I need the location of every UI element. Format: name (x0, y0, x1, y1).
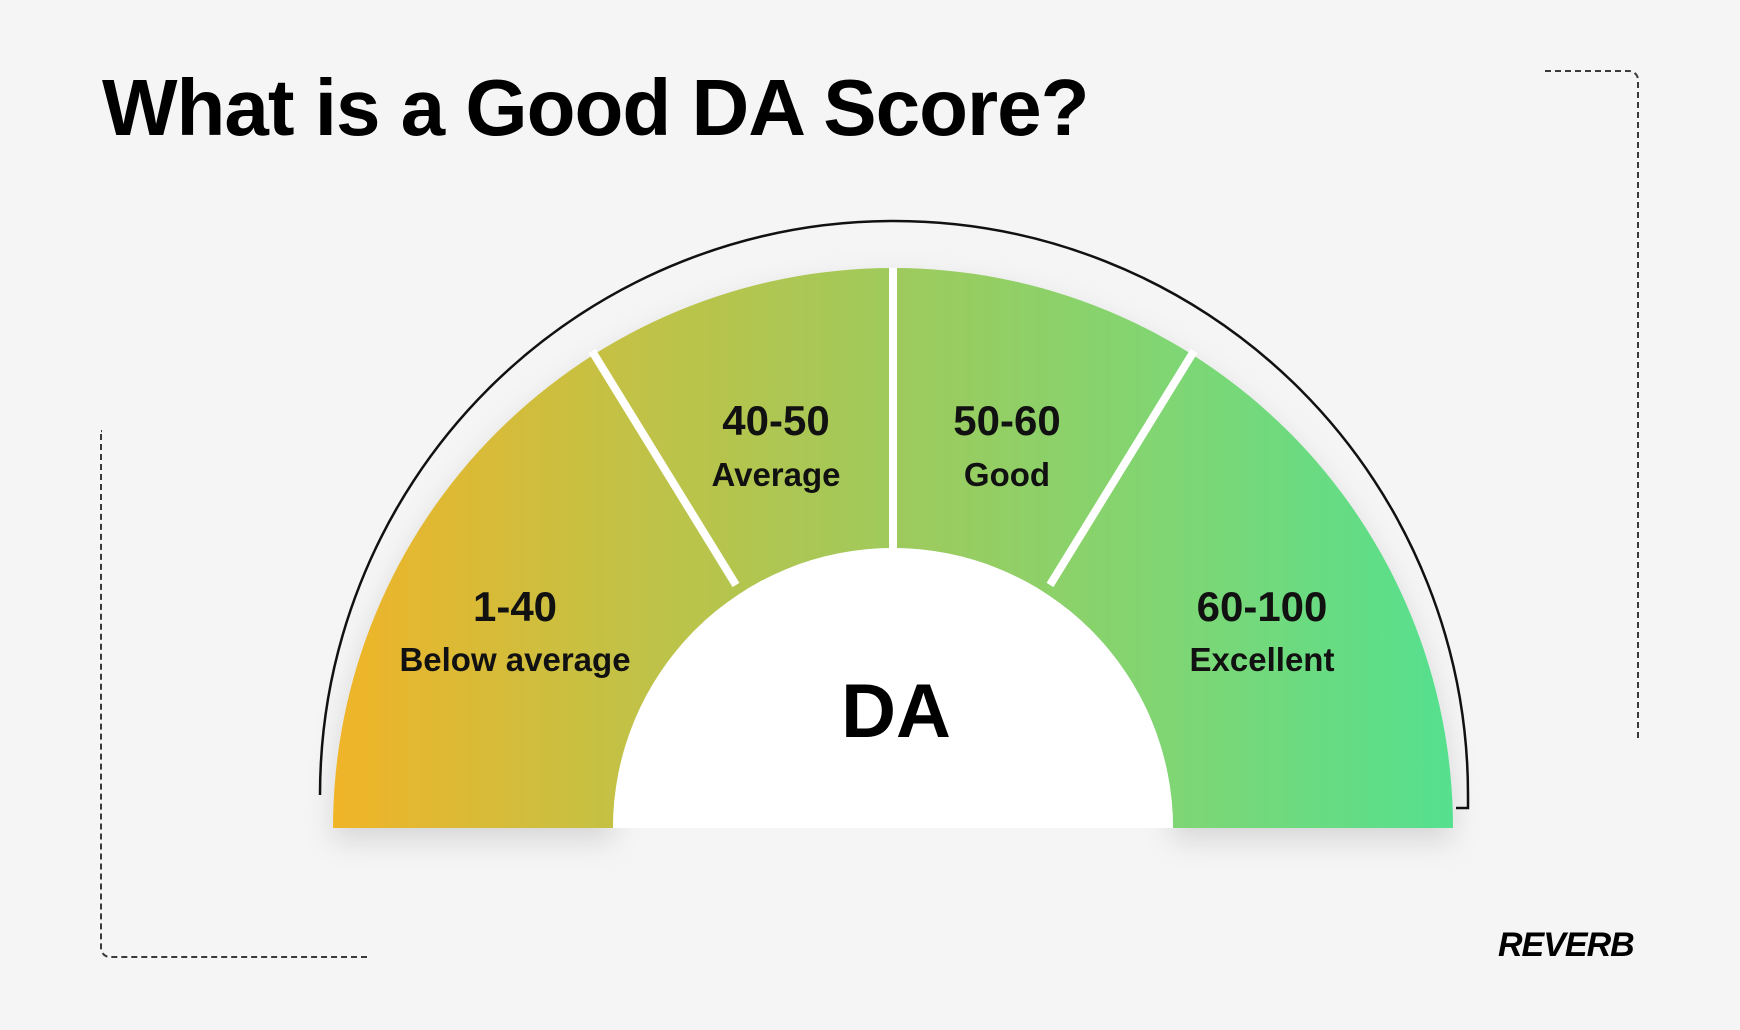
segment-range-excellent: 60-100 (1197, 583, 1328, 630)
dashed-corner-top-right (1545, 70, 1639, 740)
dashed-corner-bottom-left (100, 430, 370, 958)
center-label: DA (841, 669, 951, 754)
reverb-logo: REVERB (1498, 926, 1635, 964)
segment-label-excellent: Excellent (1190, 641, 1335, 678)
segment-range-below-average: 1-40 (473, 583, 557, 630)
segment-divider-1 (588, 348, 740, 588)
center-hub (613, 548, 1173, 828)
page-title: What is a Good DA Score? (102, 63, 1089, 152)
outer-arc-line (318, 219, 1470, 810)
segment-label-good: Good (964, 456, 1050, 493)
segment-divider-3 (1046, 348, 1198, 588)
segment-label-average: Average (711, 456, 840, 493)
segment-label-below-average: Below average (399, 641, 630, 678)
segment-range-average: 40-50 (722, 397, 829, 444)
segment-range-good: 50-60 (953, 397, 1060, 444)
